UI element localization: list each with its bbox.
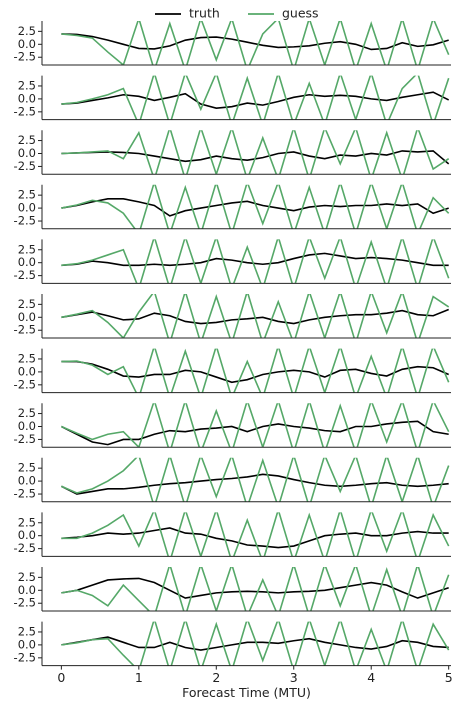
y-tick-label: -2.5	[14, 541, 36, 555]
y-tick-label: -2.5	[14, 596, 36, 610]
series-line	[61, 577, 449, 599]
y-tick-label: -2.5	[14, 104, 36, 118]
series-line	[61, 621, 450, 666]
y-tick-label: 2.5	[18, 406, 36, 420]
y-tick-label: 2.5	[18, 78, 36, 92]
y-tick-label: -2.5	[14, 268, 36, 282]
series-line	[61, 33, 449, 51]
y-tick-label: -2.5	[14, 50, 36, 64]
series-line	[61, 512, 450, 557]
y-tick-label: 2.5	[18, 24, 36, 38]
y-tick-label: 2.5	[18, 188, 36, 202]
legend-label: guess	[282, 6, 319, 21]
series-line	[61, 527, 449, 549]
y-tick-label: 0.0	[18, 146, 36, 160]
y-tick-label: -2.5	[14, 214, 36, 228]
y-tick-label: -2.5	[14, 323, 36, 337]
x-tick-label: 2	[212, 670, 220, 685]
y-tick-label: -2.5	[14, 650, 36, 664]
y-tick-label: 2.5	[18, 297, 36, 311]
y-tick-label: 2.5	[18, 133, 36, 147]
x-axis-label: Forecast Time (MTU)	[182, 685, 311, 700]
series-line	[61, 21, 450, 65]
series-line	[61, 130, 450, 175]
x-tick-label: 0	[57, 670, 65, 685]
y-tick-label: 2.5	[18, 461, 36, 475]
y-tick-label: 0.0	[18, 364, 36, 378]
series-line	[61, 294, 450, 338]
series-line	[61, 252, 449, 267]
y-tick-label: -2.5	[14, 159, 36, 173]
y-tick-label: -2.5	[14, 432, 36, 446]
series-line	[61, 403, 450, 448]
y-tick-label: 0.0	[18, 419, 36, 433]
series-line	[61, 567, 450, 611]
y-tick-label: 0.0	[18, 310, 36, 324]
x-tick-label: 5	[445, 670, 453, 685]
series-line	[61, 420, 449, 446]
x-tick-label: 3	[290, 670, 298, 685]
x-tick-label: 1	[135, 670, 143, 685]
series-line	[61, 636, 449, 651]
y-tick-label: 0.0	[18, 255, 36, 269]
y-tick-label: 0.0	[18, 583, 36, 597]
series-line	[61, 457, 450, 502]
y-tick-label: 0.0	[18, 91, 36, 105]
y-tick-label: 0.0	[18, 474, 36, 488]
series-line	[61, 239, 450, 284]
y-tick-label: 2.5	[18, 570, 36, 584]
series-line	[61, 184, 450, 229]
legend-label: truth	[189, 6, 220, 21]
series-line	[61, 360, 449, 384]
y-tick-label: -2.5	[14, 487, 36, 501]
series-line	[61, 75, 450, 120]
series-line	[61, 348, 450, 393]
y-tick-label: -2.5	[14, 377, 36, 391]
y-tick-label: 0.0	[18, 201, 36, 215]
y-tick-label: 2.5	[18, 242, 36, 256]
x-tick-label: 4	[367, 670, 375, 685]
y-tick-label: 2.5	[18, 624, 36, 638]
y-tick-label: 2.5	[18, 351, 36, 365]
series-line	[61, 473, 449, 495]
y-tick-label: 0.0	[18, 37, 36, 51]
y-tick-label: 0.0	[18, 528, 36, 542]
y-tick-label: 2.5	[18, 515, 36, 529]
y-tick-label: 0.0	[18, 637, 36, 651]
